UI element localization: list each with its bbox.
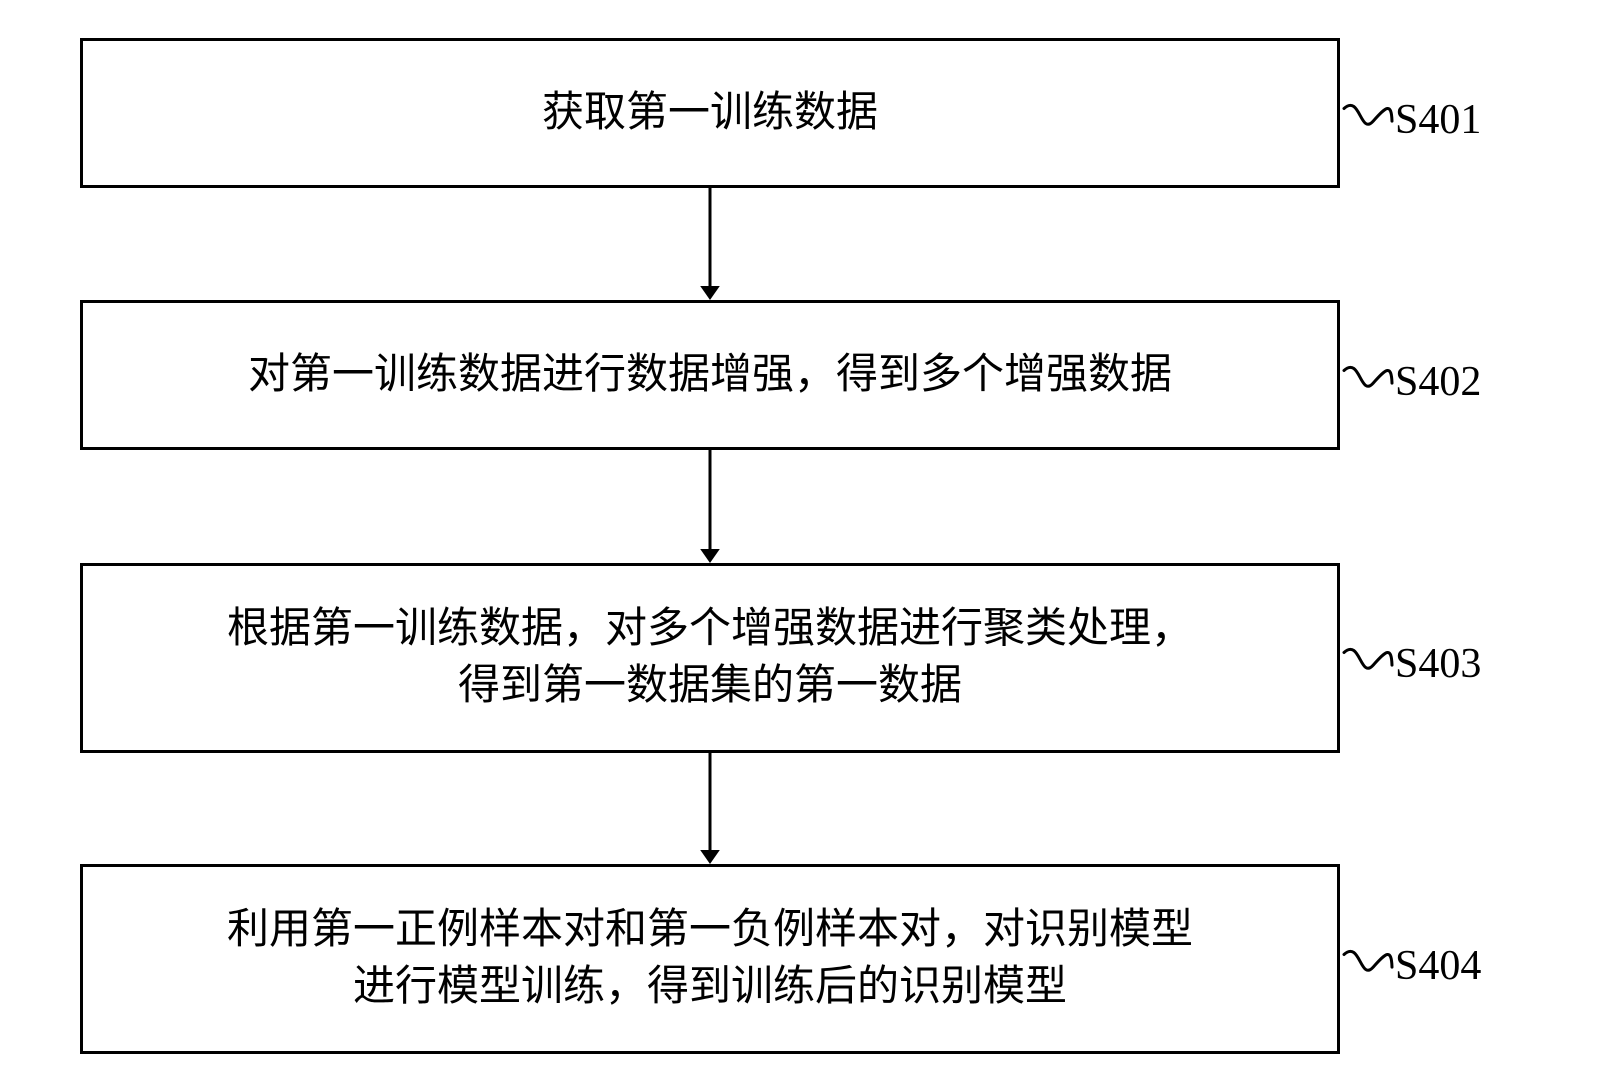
- connector-arrow-s401-s402: [690, 188, 730, 300]
- flow-step-s404: 利用第一正例样本对和第一负例样本对，对识别模型 进行模型训练，得到训练后的识别模…: [80, 864, 1340, 1054]
- flow-step-label-s403: S403: [1395, 640, 1481, 688]
- flow-step-label-text: S401: [1395, 97, 1481, 143]
- flow-step-label-text: S403: [1395, 641, 1481, 687]
- label-tick-s403: [1342, 642, 1394, 684]
- flow-step-label-text: S402: [1395, 359, 1481, 405]
- flow-step-text: 获取第一训练数据: [542, 85, 878, 142]
- flow-step-label-s404: S404: [1395, 942, 1481, 990]
- flow-step-label-s401: S401: [1395, 96, 1481, 144]
- label-tick-s404: [1342, 944, 1394, 986]
- flow-step-text: 利用第一正例样本对和第一负例样本对，对识别模型 进行模型训练，得到训练后的识别模…: [227, 902, 1193, 1015]
- flow-step-label-s402: S402: [1395, 358, 1481, 406]
- flow-step-text: 根据第一训练数据，对多个增强数据进行聚类处理， 得到第一数据集的第一数据: [227, 601, 1193, 714]
- connector-arrow-s402-s403: [690, 450, 730, 563]
- flow-step-label-text: S404: [1395, 943, 1481, 989]
- flow-step-s401: 获取第一训练数据: [80, 38, 1340, 188]
- flow-step-text: 对第一训练数据进行数据增强，得到多个增强数据: [248, 347, 1172, 404]
- connector-arrow-s403-s404: [690, 753, 730, 864]
- label-tick-s401: [1342, 98, 1394, 140]
- label-tick-s402: [1342, 360, 1394, 402]
- flow-step-s402: 对第一训练数据进行数据增强，得到多个增强数据: [80, 300, 1340, 450]
- flow-step-s403: 根据第一训练数据，对多个增强数据进行聚类处理， 得到第一数据集的第一数据: [80, 563, 1340, 753]
- flowchart-canvas: 获取第一训练数据 S401 对第一训练数据进行数据增强，得到多个增强数据 S402 根据…: [0, 0, 1624, 1087]
